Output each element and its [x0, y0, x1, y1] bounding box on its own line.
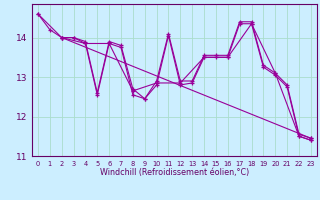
X-axis label: Windchill (Refroidissement éolien,°C): Windchill (Refroidissement éolien,°C) [100, 168, 249, 177]
